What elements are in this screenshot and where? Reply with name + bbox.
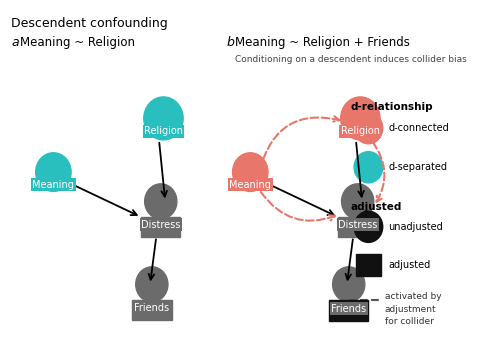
Text: Religion: Religion [341, 126, 380, 136]
Text: Meaning: Meaning [230, 180, 271, 190]
Bar [338, 217, 378, 237]
Text: adjusted: adjusted [388, 260, 430, 270]
Circle shape [232, 153, 268, 191]
Bar [141, 217, 180, 237]
Text: Distress: Distress [141, 220, 180, 230]
Text: d-relationship: d-relationship [350, 102, 433, 112]
Circle shape [144, 97, 183, 140]
Text: Distress: Distress [338, 220, 378, 230]
Text: unadjusted: unadjusted [388, 222, 443, 232]
Circle shape [354, 211, 382, 243]
Text: Conditioning on a descendent induces collider bias: Conditioning on a descendent induces col… [235, 55, 467, 64]
Circle shape [354, 151, 382, 183]
Text: adjusted: adjusted [350, 202, 402, 213]
Bar [329, 300, 368, 322]
Circle shape [332, 267, 365, 302]
Bar [132, 300, 172, 319]
Circle shape [354, 113, 382, 144]
Circle shape [144, 184, 177, 219]
Text: Meaning ~ Religion: Meaning ~ Religion [20, 36, 136, 49]
Text: Meaning: Meaning [32, 180, 74, 190]
Bar [356, 254, 381, 276]
Text: Descendent confounding: Descendent confounding [12, 17, 168, 30]
Text: Friends: Friends [331, 304, 366, 314]
Text: Friends: Friends [134, 303, 170, 313]
Circle shape [36, 153, 71, 191]
Circle shape [342, 184, 374, 219]
Text: b: b [226, 36, 234, 49]
Text: a: a [12, 36, 19, 49]
Circle shape [340, 97, 380, 140]
Text: Religion: Religion [144, 126, 183, 136]
Text: d-connected: d-connected [388, 123, 449, 133]
Circle shape [136, 267, 168, 302]
Text: Meaning ~ Religion + Friends: Meaning ~ Religion + Friends [235, 36, 410, 49]
Text: d-separated: d-separated [388, 162, 447, 172]
Text: activated by
adjustment
for collider: activated by adjustment for collider [384, 292, 441, 326]
